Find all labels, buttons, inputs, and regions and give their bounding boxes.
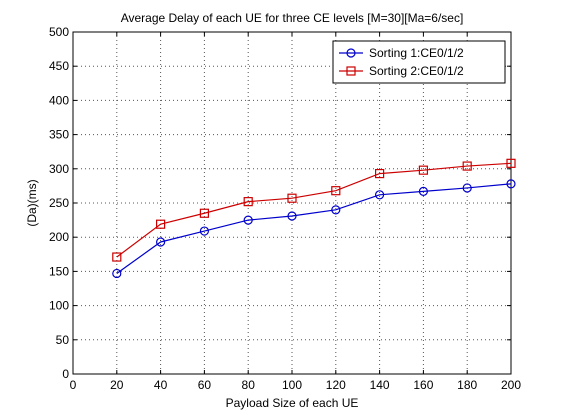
data-point-square — [156, 219, 166, 229]
data-point-square — [199, 208, 209, 218]
x-tick-label: 140 — [370, 378, 390, 392]
data-point-square — [418, 165, 428, 175]
x-tick-label: 60 — [198, 378, 212, 392]
y-tick-label: 150 — [49, 264, 69, 278]
data-point-circle — [418, 186, 428, 196]
x-tick-label: 20 — [110, 378, 124, 392]
data-point-square — [506, 158, 516, 168]
y-tick-label: 450 — [49, 59, 69, 73]
y-tick-label: 400 — [49, 93, 69, 107]
legend: Sorting 1:CE0/1/2 Sorting 2:CE0/1/2 — [332, 40, 506, 84]
y-tick-label: 350 — [49, 128, 69, 142]
y-tick-label: 300 — [49, 162, 69, 176]
y-tick-label: 50 — [56, 333, 70, 347]
data-point-circle — [506, 179, 516, 189]
data-point-circle — [462, 183, 472, 193]
y-tick-label: 0 — [62, 367, 69, 381]
x-tick-label: 120 — [326, 378, 346, 392]
data-point-circle — [375, 190, 385, 200]
legend-box — [332, 40, 506, 84]
chart-title: Average Delay of each UE for three CE le… — [121, 11, 464, 25]
x-tick-label: 40 — [154, 378, 168, 392]
legend-label-2: Sorting 2:CE0/1/2 — [369, 64, 464, 78]
data-point-square — [331, 186, 341, 196]
x-tick-label: 160 — [413, 378, 433, 392]
x-tick-label: 200 — [501, 378, 521, 392]
series-group — [112, 158, 516, 279]
data-point-circle — [243, 215, 253, 225]
data-point-circle — [287, 211, 297, 221]
series-line-2 — [116, 162, 512, 258]
data-point-square — [287, 193, 297, 203]
x-tick-label: 0 — [70, 378, 77, 392]
y-tick-label: 250 — [49, 196, 69, 210]
y-tick-label: 100 — [49, 299, 69, 313]
data-point-square — [243, 197, 253, 207]
series-line-1 — [116, 183, 512, 274]
data-point-circle — [199, 226, 209, 236]
data-point-circle — [156, 237, 166, 247]
x-tick-label: 100 — [282, 378, 302, 392]
x-tick-label: 180 — [457, 378, 477, 392]
x-axis-label: Payload Size of each UE — [226, 396, 359, 410]
data-point-square — [375, 168, 385, 179]
legend-marker-square — [346, 66, 356, 76]
axis-ticks: 0 20 40 60 80 100 120 140 160 180 200 0 50 100 150 200 2… — [49, 25, 521, 392]
data-point-square — [462, 161, 472, 171]
y-tick-label: 200 — [49, 230, 69, 244]
y-axis-label: (Da)(ms) — [25, 179, 39, 226]
data-point-square — [112, 252, 122, 262]
grid-lines — [73, 32, 511, 374]
y-tick-label: 500 — [49, 25, 69, 39]
data-point-circle — [331, 205, 341, 215]
data-point-circle — [112, 268, 122, 279]
legend-label-1: Sorting 1:CE0/1/2 — [369, 46, 464, 60]
x-tick-label: 80 — [242, 378, 256, 392]
legend-marker-circle — [346, 48, 356, 58]
